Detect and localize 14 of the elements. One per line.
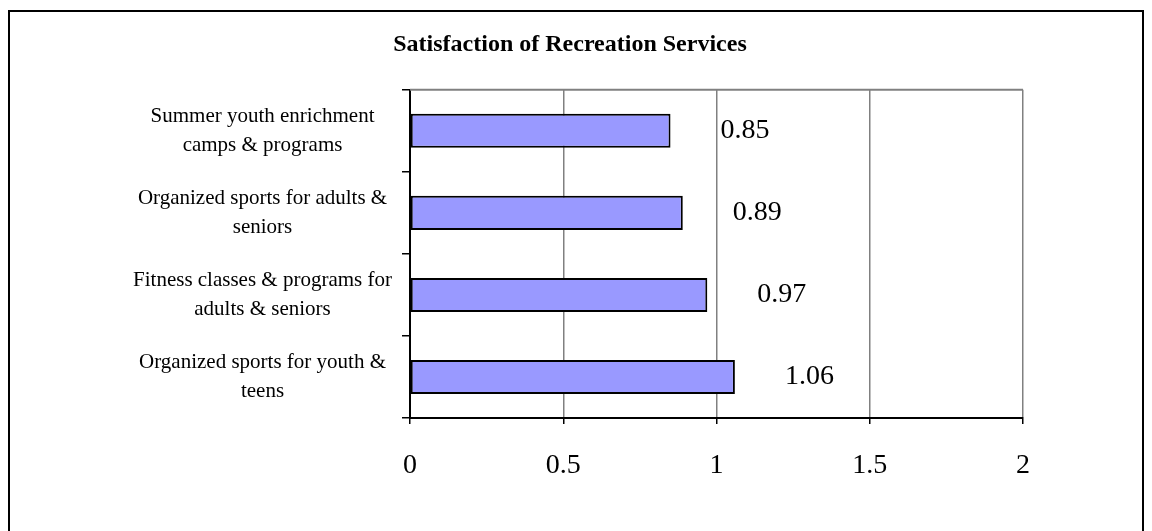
chart-title: Satisfaction of Recreation Services bbox=[393, 29, 747, 56]
y-tick-label: Summer youth enrichment camps & programs bbox=[150, 102, 375, 157]
data-label: 0.89 bbox=[732, 195, 782, 227]
y-tick-label: Organized sports for adults & seniors bbox=[137, 184, 388, 239]
data-label: 0.97 bbox=[757, 277, 807, 309]
x-tick-label: 0 bbox=[403, 448, 417, 480]
x-tick-label: 2 bbox=[1016, 448, 1030, 480]
x-tick-label: 1 bbox=[709, 448, 724, 480]
data-label: 0.85 bbox=[720, 113, 770, 145]
x-tick-label: 0.5 bbox=[545, 448, 581, 480]
x-tick-label: 1.5 bbox=[852, 448, 888, 480]
y-tick-label: Fitness classes & programs for adults & seniors bbox=[133, 266, 392, 321]
y-tick-label: Organized sports for youth & teens bbox=[139, 348, 386, 403]
data-label: 1.06 bbox=[784, 359, 834, 391]
